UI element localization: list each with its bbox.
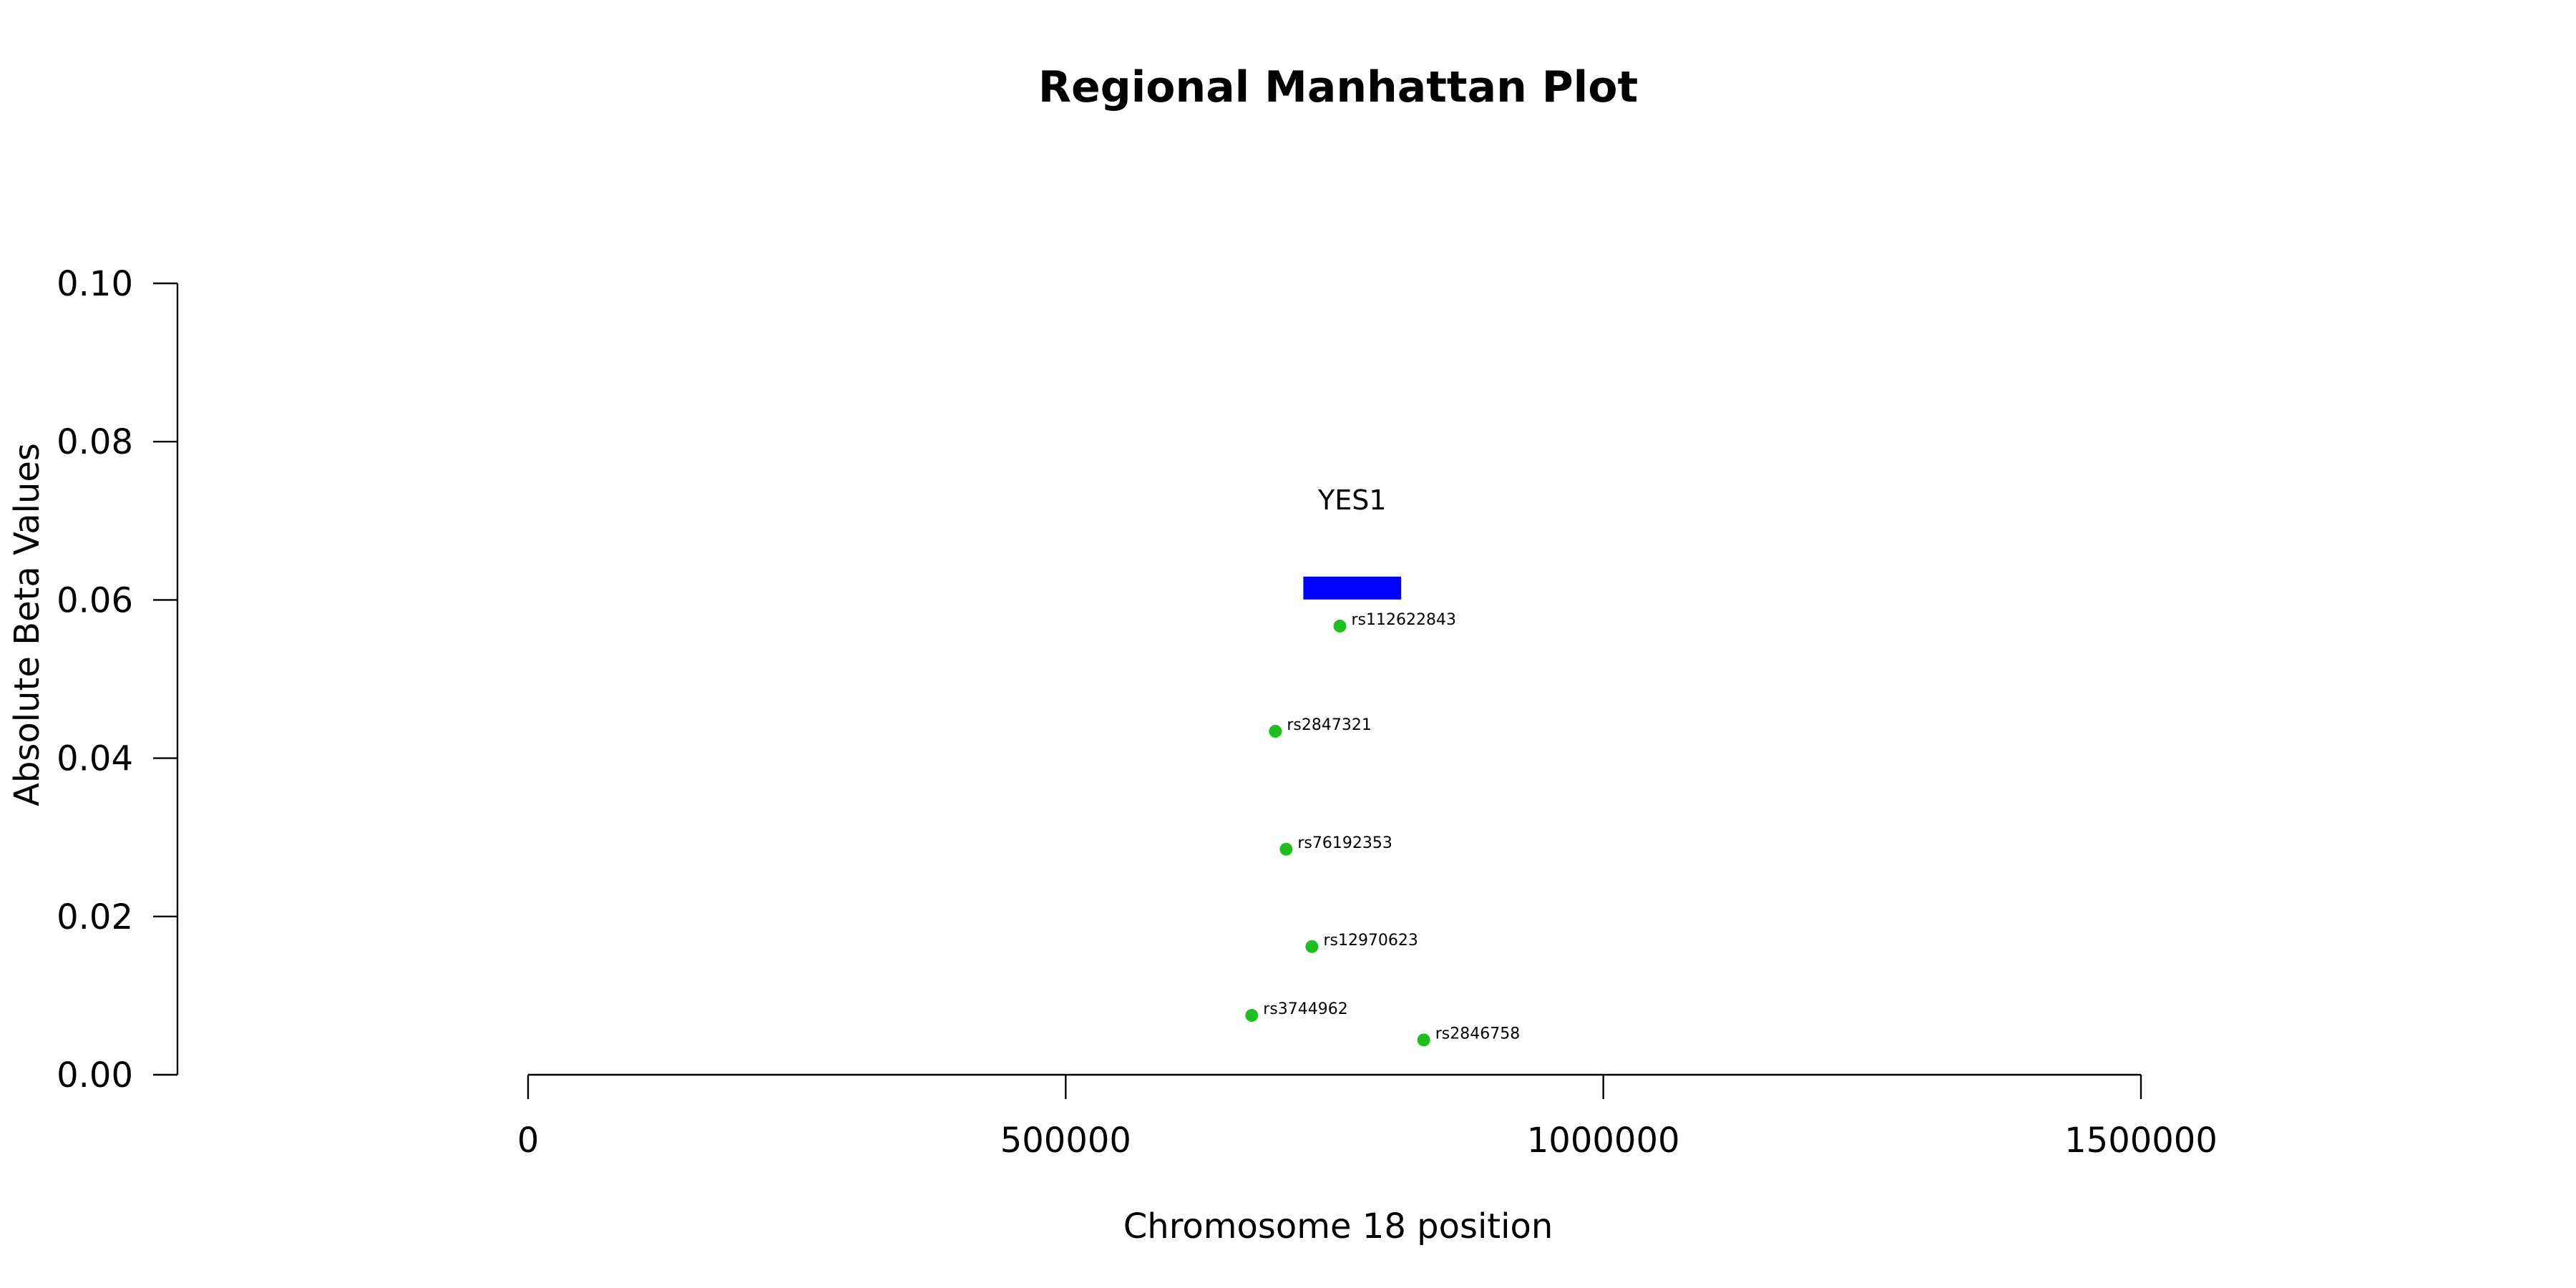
y-tick-label: 0.06 [57, 580, 133, 620]
gene-label: YES1 [1317, 484, 1387, 516]
gene-bar [1303, 576, 1402, 600]
x-axis-title: Chromosome 18 position [1123, 1206, 1553, 1246]
y-axis: 0.00 0.02 0.04 0.06 0.08 0.10 [57, 264, 179, 1096]
snp-label: rs12970623 [1323, 932, 1418, 950]
snp-point [1279, 842, 1293, 856]
snp-label: rs2847321 [1287, 716, 1372, 734]
x-tick-label: 1000000 [1527, 1121, 1680, 1161]
snp-point [1305, 940, 1319, 953]
snp-label: rs76192353 [1297, 834, 1392, 852]
x-axis: 0 500000 1000000 1500000 [517, 1073, 2218, 1161]
chart-title: Regional Manhattan Plot [1038, 62, 1638, 112]
snp-label: rs112622843 [1352, 611, 1456, 629]
snp-label: rs2846758 [1435, 1025, 1520, 1043]
y-tick-label: 0.04 [57, 739, 133, 779]
snp-point [1269, 724, 1282, 738]
x-tick-label: 1500000 [2064, 1121, 2218, 1161]
gene-track: YES1 [1303, 484, 1402, 600]
snp-points: rs112622843 rs2847321 rs76192353 rs12970623… [1245, 611, 1520, 1047]
snp-label: rs3744962 [1263, 1000, 1348, 1018]
y-tick-label: 0.02 [57, 897, 133, 937]
snp-point [1333, 619, 1347, 633]
y-tick-label: 0.08 [57, 422, 133, 462]
y-tick-label: 0.10 [57, 264, 133, 304]
x-tick-label: 500000 [1000, 1121, 1131, 1161]
y-axis-title: Absolute Beta Values [7, 443, 47, 806]
x-tick-label: 0 [517, 1121, 540, 1161]
snp-point [1245, 1009, 1259, 1023]
y-tick-label: 0.00 [57, 1055, 133, 1096]
snp-point [1417, 1033, 1430, 1047]
